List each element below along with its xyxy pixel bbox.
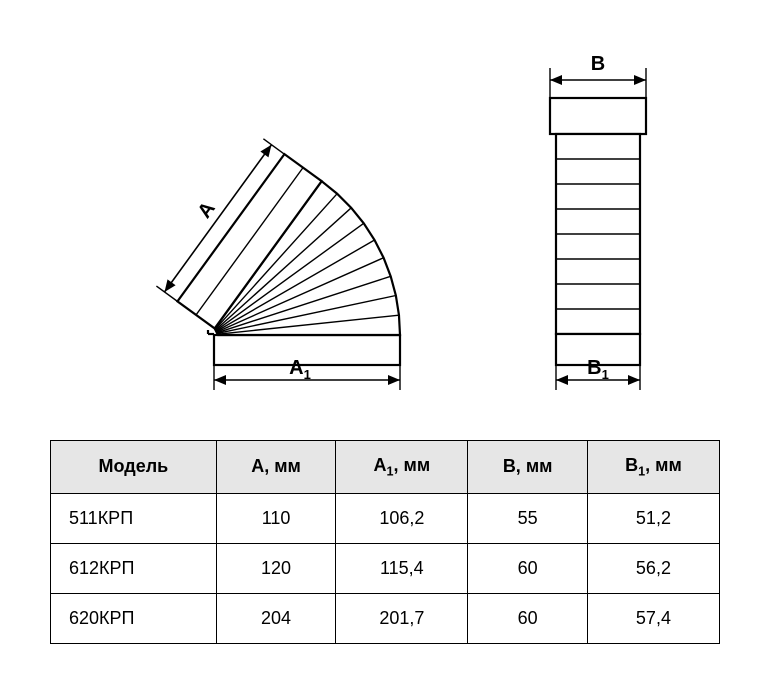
diagram-area: A A1: [0, 30, 770, 410]
col-a: A, мм: [216, 441, 336, 494]
cell-a: 120: [216, 543, 336, 593]
cell-a1: 106,2: [336, 493, 468, 543]
col-b: B, мм: [468, 441, 588, 494]
dim-label-a: A: [194, 198, 220, 223]
table-row: 620КРП 204 201,7 60 57,4: [51, 593, 720, 643]
side-view-drawing: B B1: [550, 53, 646, 390]
cell-model: 612КРП: [51, 543, 217, 593]
cell-b: 60: [468, 593, 588, 643]
cell-model: 511КРП: [51, 493, 217, 543]
technical-drawing: A A1: [0, 30, 770, 410]
cell-model: 620КРП: [51, 593, 217, 643]
table-row: 511КРП 110 106,2 55 51,2: [51, 493, 720, 543]
col-a1: A1, мм: [336, 441, 468, 494]
cell-a: 204: [216, 593, 336, 643]
table-header-row: Модель A, мм A1, мм B, мм B1, мм: [51, 441, 720, 494]
cell-a: 110: [216, 493, 336, 543]
cell-b1: 56,2: [587, 543, 719, 593]
cell-a1: 201,7: [336, 593, 468, 643]
cell-b: 60: [468, 543, 588, 593]
elbow-drawing: A A1: [144, 130, 400, 390]
dimensions-table: Модель A, мм A1, мм B, мм B1, мм 511КРП …: [50, 440, 720, 644]
col-model: Модель: [51, 441, 217, 494]
cell-a1: 115,4: [336, 543, 468, 593]
cell-b1: 51,2: [587, 493, 719, 543]
cell-b: 55: [468, 493, 588, 543]
table-row: 612КРП 120 115,4 60 56,2: [51, 543, 720, 593]
cell-b1: 57,4: [587, 593, 719, 643]
col-b1: B1, мм: [587, 441, 719, 494]
dim-label-b: B: [591, 53, 605, 75]
